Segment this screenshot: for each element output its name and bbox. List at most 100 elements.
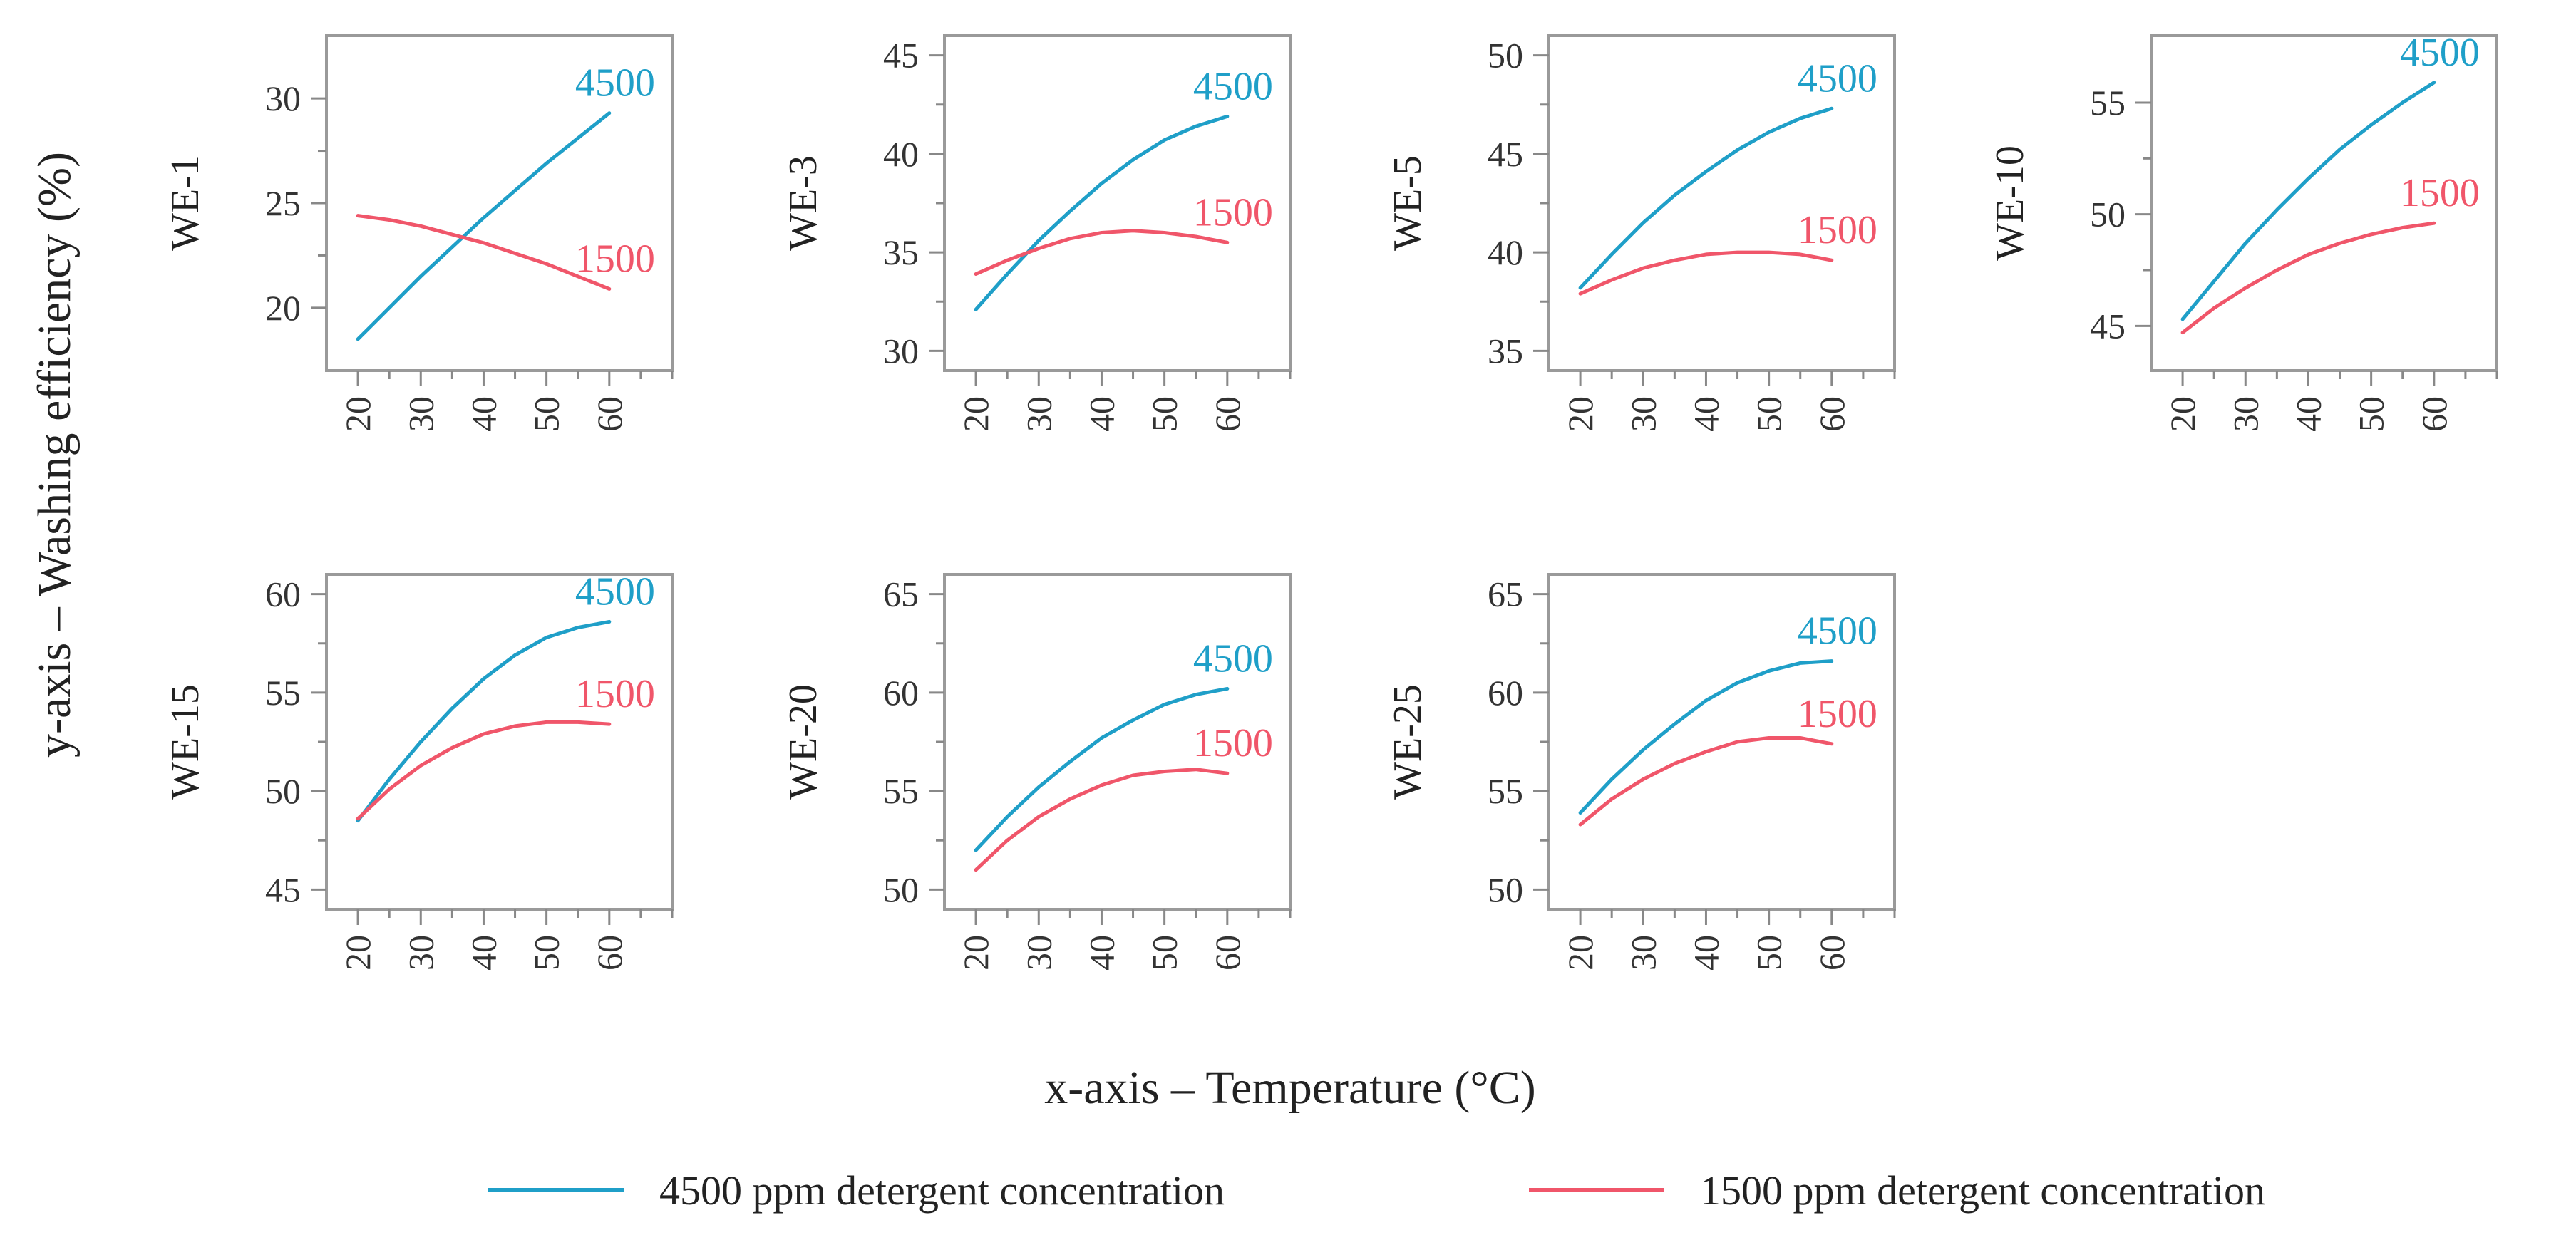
series-end-label: 4500 [1193,64,1273,108]
x-tick-label: 20 [956,935,996,971]
y-tick-label: 60 [1488,673,1523,713]
chart-panel: 50 55 60 65 20 30 40 50 60 WE-25 4500 1500 [1386,573,1896,971]
y-tick-label: 50 [1488,869,1523,909]
x-tick-label: 60 [1207,935,1247,971]
series-line-1500 [1578,250,1834,296]
series-line-4500 [1578,106,1834,290]
x-tick-label: 50 [1145,396,1185,432]
x-tick-label: 50 [2351,396,2391,432]
x-tick-label: 40 [1686,935,1726,971]
series-line-1500 [1578,736,1834,827]
series-line-4500 [974,114,1230,311]
x-tick-label: 30 [1623,396,1663,432]
x-tick-label: 30 [1623,935,1663,971]
x-tick-label: 20 [338,935,378,971]
x-tick-label: 50 [1749,396,1789,432]
y-tick-label: 50 [265,771,301,811]
x-tick-label: 20 [2163,396,2203,432]
series-line-4500 [1578,659,1834,815]
x-tick-label: 30 [2225,396,2265,432]
panel-title: WE-20 [781,684,825,800]
series-end-label: 4500 [1798,609,1877,653]
x-tick-label: 40 [463,396,503,432]
chart-panel: 30 35 40 45 20 30 40 50 60 WE-3 4500 1500 [781,34,1292,432]
x-tick-label: 20 [1560,396,1600,432]
y-tick-label: 45 [1488,134,1523,174]
series-line-4500 [356,111,612,341]
y-tick-label: 25 [265,183,301,223]
y-tick-label: 55 [1488,771,1523,811]
y-tick-label: 65 [883,574,919,614]
series-end-label: 1500 [1193,190,1273,234]
y-tick-label: 45 [2090,306,2126,346]
y-tick-label: 40 [1488,232,1523,272]
y-tick-label: 50 [2090,195,2126,234]
y-tick-label: 50 [1488,36,1523,76]
y-tick-label: 60 [883,673,919,713]
series-end-label: 1500 [575,237,655,281]
x-tick-label: 40 [1081,935,1121,971]
legend-label: 4500 ppm detergent concentration [659,1167,1225,1214]
series-end-label: 1500 [1798,208,1877,252]
x-tick-label: 40 [1686,396,1726,432]
legend-label: 1500 ppm detergent concentration [1700,1167,2265,1214]
chart-panel: 35 40 45 50 20 30 40 50 60 WE-5 4500 1500 [1386,34,1896,432]
y-tick-label: 60 [265,574,301,614]
panel-title: WE-5 [1386,155,1430,251]
y-tick-label: 30 [265,78,301,118]
x-tick-label: 60 [1812,396,1852,432]
series-end-label: 1500 [2400,171,2480,215]
series-line-1500 [356,214,612,291]
series-end-label: 4500 [575,569,655,614]
y-axis-title: y-axis – Washing efficiency (%) [29,152,81,758]
chart-panels: 20 25 30 20 30 40 50 60 WE-1 4500 1500 30 35 40 45 20 30… [163,31,2498,971]
x-tick-label: 30 [401,935,441,971]
panel-title: WE-15 [163,684,207,800]
series-end-label: 4500 [1798,56,1877,100]
series-line-1500 [974,768,1230,872]
x-tick-label: 30 [1019,396,1058,432]
series-end-label: 1500 [1798,692,1877,736]
x-tick-label: 30 [401,396,441,432]
x-tick-label: 20 [1560,935,1600,971]
plot-frame [325,573,674,911]
x-tick-label: 60 [1207,396,1247,432]
chart-panel: 45 50 55 60 20 30 40 50 60 WE-15 4500 1500 [163,569,674,971]
x-axis-title: x-axis – Temperature (°C) [1044,1062,1536,1114]
x-tick-label: 60 [1812,935,1852,971]
x-tick-label: 40 [463,935,503,971]
y-tick-label: 55 [265,673,301,713]
y-tick-label: 40 [883,134,919,174]
x-tick-label: 60 [589,396,629,432]
chart-panel: 20 25 30 20 30 40 50 60 WE-1 4500 1500 [163,34,674,432]
series-line-1500 [974,229,1230,276]
x-tick-label: 50 [1145,935,1185,971]
x-tick-label: 50 [1749,935,1789,971]
x-tick-label: 40 [1081,396,1121,432]
x-tick-label: 20 [338,396,378,432]
panel-title: WE-10 [1988,145,2032,261]
y-tick-label: 55 [2090,83,2126,123]
series-line-1500 [2180,221,2436,335]
y-tick-label: 35 [1488,331,1523,371]
series-end-label: 4500 [2400,31,2480,75]
x-tick-label: 60 [589,935,629,971]
panel-title: WE-1 [163,155,207,251]
series-end-label: 1500 [575,672,655,716]
x-tick-label: 50 [527,396,567,432]
y-tick-label: 45 [883,36,919,76]
panel-title: WE-3 [781,155,825,251]
series-end-label: 4500 [575,61,655,105]
y-tick-label: 50 [883,869,919,909]
x-tick-label: 20 [956,396,996,432]
y-tick-label: 55 [883,771,919,811]
series-line-4500 [974,686,1230,852]
series-end-label: 4500 [1193,636,1273,681]
series-line-1500 [356,720,612,821]
plot-frame [2150,34,2498,372]
series-line-4500 [2180,81,2436,321]
chart-panel: 45 50 55 20 30 40 50 60 WE-10 4500 1500 [1988,31,2498,432]
y-tick-label: 35 [883,232,919,272]
x-tick-label: 50 [527,935,567,971]
